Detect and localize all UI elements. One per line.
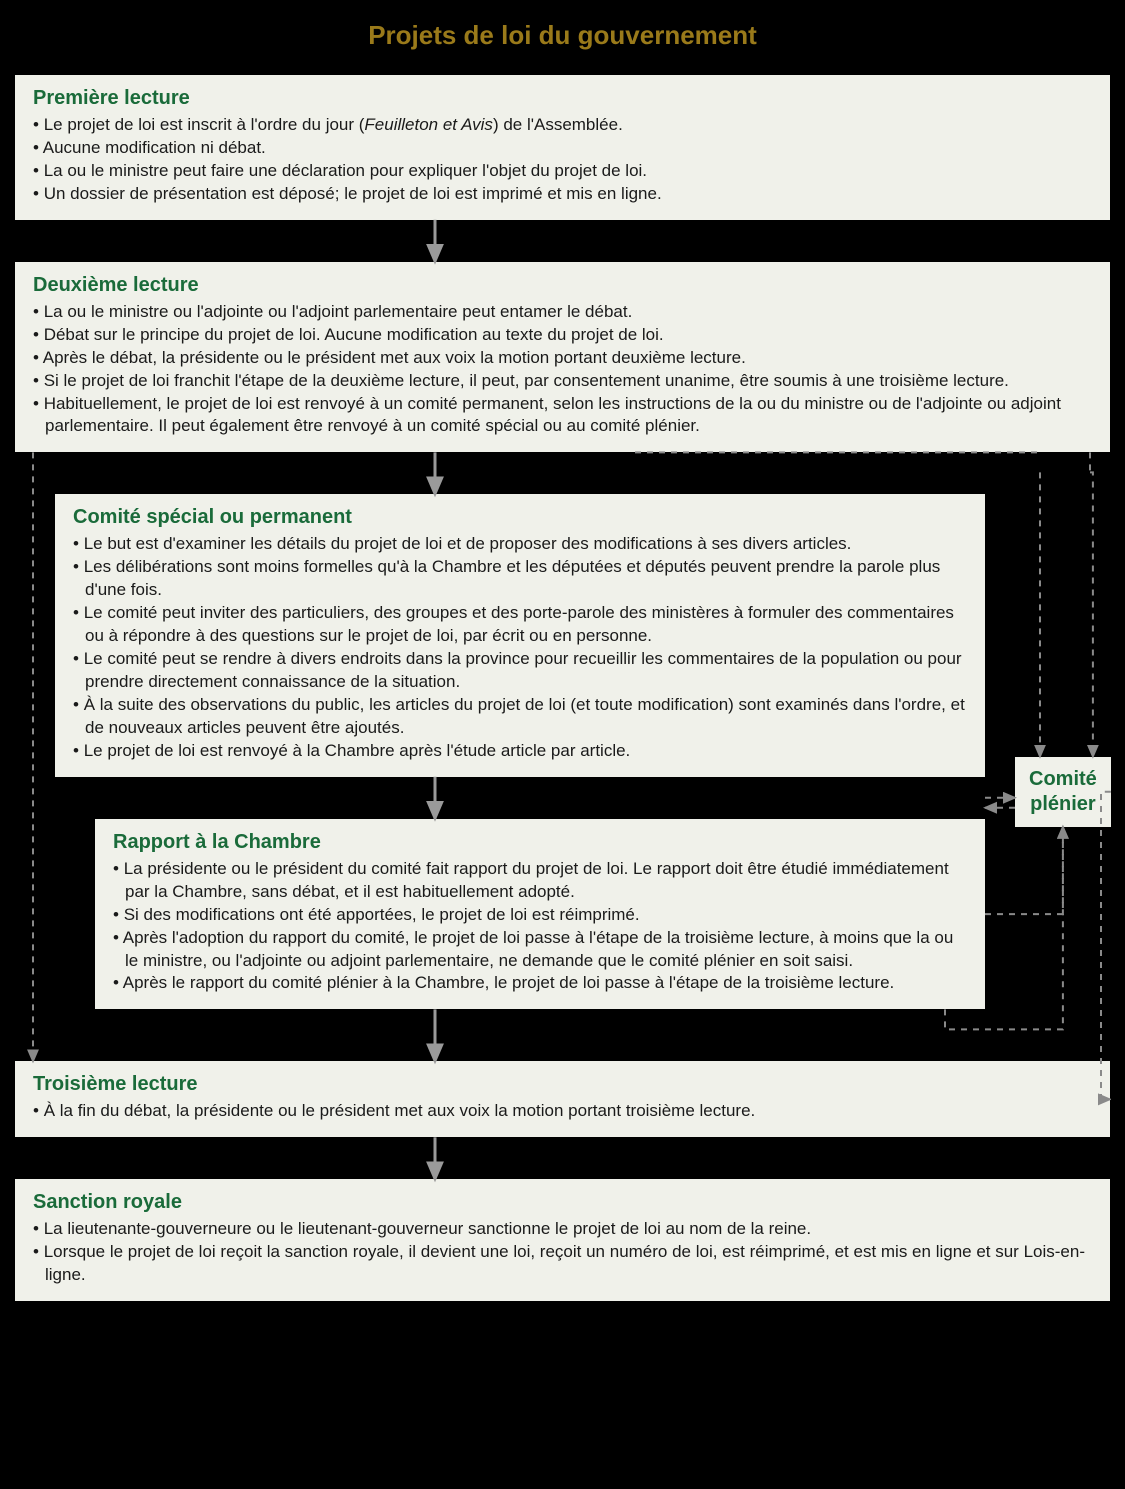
bullet-item: Si le projet de loi franchit l'étape de …: [33, 370, 1092, 393]
bullet-item: Les délibérations sont moins formelles q…: [73, 556, 967, 602]
box-heading: Comité spécial ou permanent: [73, 506, 967, 529]
bullet-item: La ou le ministre ou l'adjointe ou l'adj…: [33, 301, 1092, 324]
bullet-list: La lieutenante-gouverneure ou le lieuten…: [33, 1218, 1092, 1287]
box-comite-plenier: Comité plénier: [1015, 757, 1111, 827]
bullet-list: À la fin du débat, la présidente ou le p…: [33, 1100, 1092, 1123]
bullet-item: La ou le ministre peut faire une déclara…: [33, 160, 1092, 183]
bullet-list: Le but est d'examiner les détails du pro…: [73, 533, 967, 762]
box-comite-special: Comité spécial ou permanent Le but est d'…: [55, 494, 985, 776]
box-heading: Première lecture: [33, 87, 1092, 110]
bullet-item: Après l'adoption du rapport du comité, l…: [113, 927, 967, 973]
bullet-item: Le projet de loi est renvoyé à la Chambr…: [73, 740, 967, 763]
box-rapport-chambre: Rapport à la Chambre La présidente ou le …: [95, 819, 985, 1010]
bullet-item: Le comité peut inviter des particuliers,…: [73, 602, 967, 648]
bullet-item: À la fin du débat, la présidente ou le p…: [33, 1100, 1092, 1123]
bullet-list: Le projet de loi est inscrit à l'ordre d…: [33, 114, 1092, 206]
bullet-item: Lorsque le projet de loi reçoit la sanct…: [33, 1241, 1092, 1287]
bullet-item: La présidente ou le président du comité …: [113, 858, 967, 904]
bullet-list: La ou le ministre ou l'adjointe ou l'adj…: [33, 301, 1092, 439]
bullet-item: Le but est d'examiner les détails du pro…: [73, 533, 967, 556]
page-title: Projets de loi du gouvernement: [15, 20, 1110, 51]
bullet-item: Le projet de loi est inscrit à l'ordre d…: [33, 114, 1092, 137]
box-premiere-lecture: Première lecture Le projet de loi est ins…: [15, 75, 1110, 220]
box-heading: Troisième lecture: [33, 1073, 1092, 1096]
box-troisieme-lecture: Troisième lecture À la fin du débat, la p…: [15, 1061, 1110, 1137]
bullet-item: Après le rapport du comité plénier à la …: [113, 972, 967, 995]
bullet-item: Le comité peut se rendre à divers endroi…: [73, 648, 967, 694]
flowchart: Première lecture Le projet de loi est ins…: [15, 75, 1110, 1301]
box-heading: Rapport à la Chambre: [113, 831, 967, 854]
bullet-item: Un dossier de présentation est déposé; l…: [33, 183, 1092, 206]
bullet-item: Après le débat, la présidente ou le prés…: [33, 347, 1092, 370]
bullet-item: Si des modifications ont été apportées, …: [113, 904, 967, 927]
bullet-item: La lieutenante-gouverneure ou le lieuten…: [33, 1218, 1092, 1241]
bullet-item: Débat sur le principe du projet de loi. …: [33, 324, 1092, 347]
box-heading: Deuxième lecture: [33, 274, 1092, 297]
bullet-item: À la suite des observations du public, l…: [73, 694, 967, 740]
box-deuxieme-lecture: Deuxième lecture La ou le ministre ou l'a…: [15, 262, 1110, 453]
bullet-list: La présidente ou le président du comité …: [113, 858, 967, 996]
box-heading: Sanction royale: [33, 1191, 1092, 1214]
bullet-item: Habituellement, le projet de loi est ren…: [33, 393, 1092, 439]
bullet-item: Aucune modification ni débat.: [33, 137, 1092, 160]
box-sanction-royale: Sanction royale La lieutenante-gouverneur…: [15, 1179, 1110, 1301]
